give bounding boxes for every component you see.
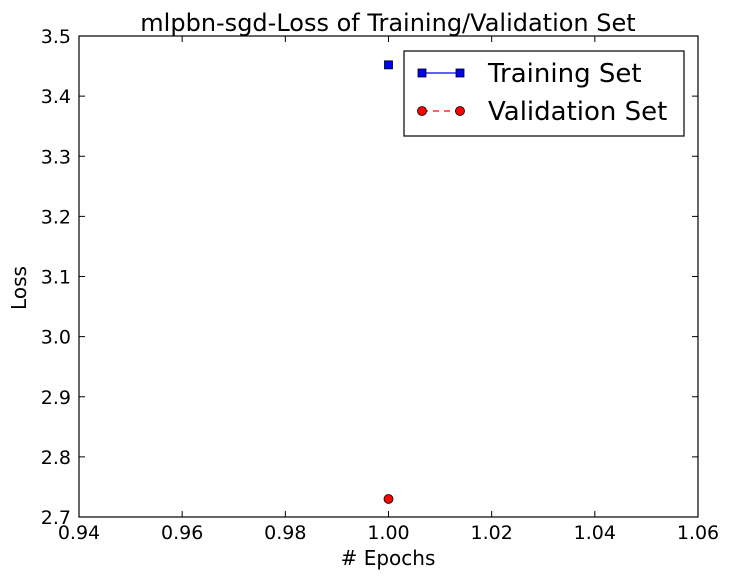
legend-label: Validation Set [488,97,667,127]
legend-entry: Validation Set [417,97,667,127]
chart-title: mlpbn-sgd-Loss of Training/Validation Se… [140,9,635,37]
x-tick-label: 1.06 [677,522,719,544]
legend-entry: Training Set [417,59,642,89]
legend-marker [455,68,465,78]
y-tick-label: 3.0 [41,327,71,349]
y-tick-label: 3.3 [41,146,71,168]
data-point [384,60,393,70]
x-axis: 0.94 0.96 0.98 1.00 1.02 1.04 1.06 [58,36,719,544]
legend-marker [417,106,427,116]
y-tick-label: 3.1 [41,267,71,289]
legend-label: Training Set [487,59,642,89]
y-tick-label: 3.4 [41,86,71,108]
series-validation [383,494,394,504]
x-tick-label: 0.94 [58,522,100,544]
legend-box [403,50,685,137]
x-tick-label: 1.04 [574,522,616,544]
series-layer [383,60,394,504]
x-tick-label: 0.96 [161,522,203,544]
x-axis-label: # Epochs [341,546,436,570]
x-tick-label: 1.00 [367,522,409,544]
y-tick-label: 2.9 [41,387,71,409]
y-tick-label: 3.2 [41,206,71,228]
x-tick-label: 1.02 [471,522,513,544]
legend: Training Set Validation Set [403,50,685,137]
data-point [383,494,394,504]
y-tick-label: 2.7 [41,507,71,529]
legend-marker [455,106,465,116]
series-training [384,60,393,70]
legend-marker [417,68,427,78]
y-axis: 2.7 2.8 2.9 3.0 3.1 3.2 3.3 3.4 3.5 [41,26,698,529]
y-tick-label: 2.8 [41,447,71,469]
x-tick-label: 0.98 [264,522,306,544]
y-axis-label: Loss [7,266,31,310]
y-tick-label: 3.5 [41,26,71,48]
